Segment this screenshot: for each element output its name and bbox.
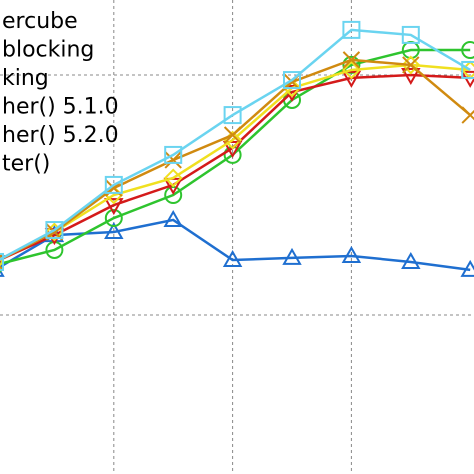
marker — [223, 106, 242, 125]
legend-label: ter() — [2, 152, 50, 177]
marker — [401, 68, 421, 86]
marker — [401, 55, 421, 75]
marker — [222, 140, 243, 158]
marker — [163, 168, 183, 188]
legend-label: her() 5.1.0 — [2, 95, 119, 120]
marker — [0, 252, 5, 271]
marker — [461, 60, 474, 79]
marker — [460, 259, 474, 277]
legend-label: blocking — [2, 38, 94, 63]
marker — [341, 245, 362, 263]
series-line — [0, 28, 471, 261]
marker — [104, 221, 124, 239]
marker — [164, 151, 182, 169]
marker — [401, 25, 420, 44]
marker — [163, 209, 183, 227]
marker — [461, 106, 474, 124]
marker — [104, 209, 123, 228]
marker — [341, 70, 362, 88]
marker — [342, 20, 361, 39]
marker — [223, 126, 242, 144]
marker — [0, 253, 4, 271]
series-line — [0, 63, 471, 261]
marker — [342, 55, 361, 74]
legend-label: ercube — [2, 9, 78, 34]
marker — [342, 51, 361, 69]
marker — [341, 60, 361, 80]
marker — [402, 56, 420, 74]
marker — [461, 41, 474, 60]
series-line — [0, 218, 471, 272]
marker — [282, 247, 302, 265]
legend-label: king — [2, 66, 49, 91]
legend-label: her() 5.2.0 — [2, 123, 119, 148]
marker — [283, 71, 302, 90]
series-line — [0, 58, 472, 261]
marker — [104, 175, 123, 194]
marker — [164, 145, 183, 164]
marker — [401, 251, 421, 269]
marker — [104, 198, 124, 216]
series-line — [0, 48, 471, 266]
marker — [45, 221, 64, 240]
marker — [222, 250, 243, 268]
